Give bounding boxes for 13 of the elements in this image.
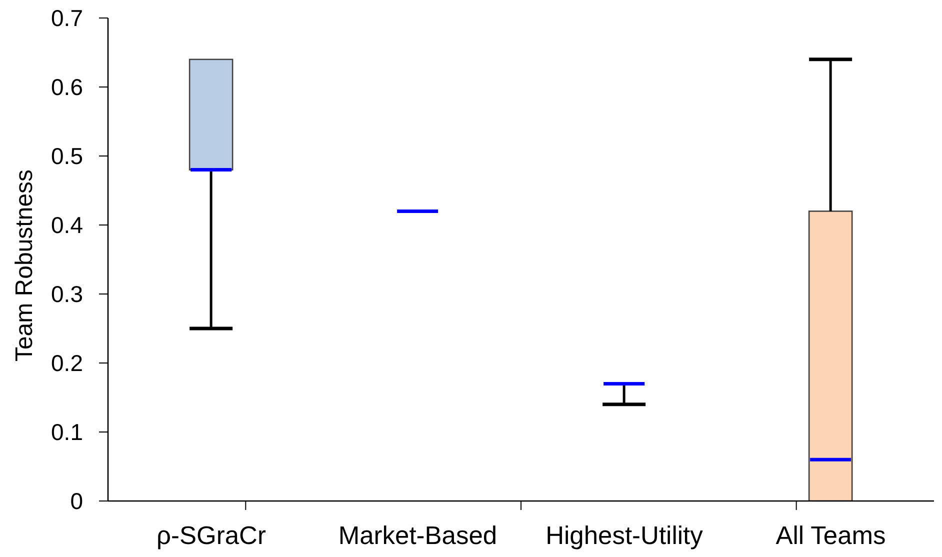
y-axis-title: Team Robustness <box>11 169 38 362</box>
y-tick-label: 0.7 <box>51 5 83 32</box>
y-tick-label: 0.4 <box>51 212 84 238</box>
y-tick-label: 0.2 <box>51 350 83 376</box>
x-tick-label: Highest-Utility <box>546 522 704 550</box>
x-tick-label: ρ-SGraCr <box>156 522 266 550</box>
y-tick-label: 0.5 <box>51 143 83 170</box>
y-tick-label: 0 <box>70 488 83 514</box>
y-tick-label: 0.1 <box>51 419 83 446</box>
x-tick-label: Market-Based <box>338 522 498 550</box>
y-tick-label: 0.3 <box>51 281 83 308</box>
y-tick-label: 0.6 <box>51 74 83 100</box>
x-tick-label: All Teams <box>776 522 886 550</box>
